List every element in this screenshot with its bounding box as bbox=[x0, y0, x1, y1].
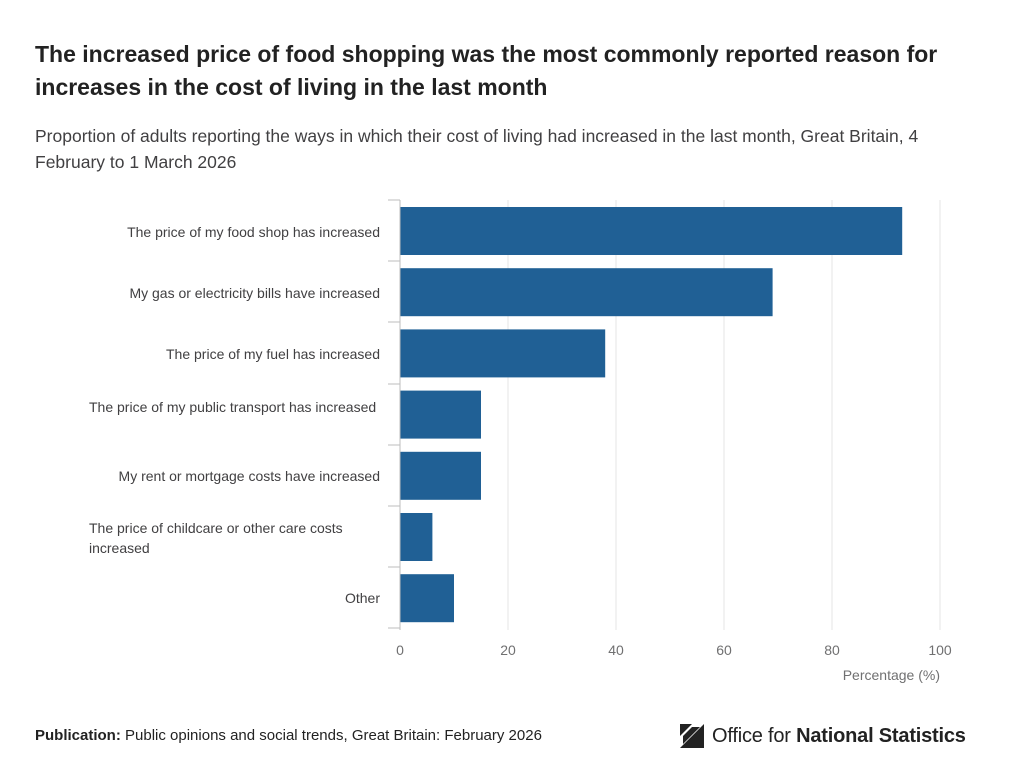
logo-name: National Statistics bbox=[796, 724, 966, 747]
chart-title: The increased price of food shopping was… bbox=[35, 41, 938, 100]
bar bbox=[400, 329, 606, 378]
bar bbox=[400, 574, 454, 623]
x-tick-label: 60 bbox=[716, 642, 732, 658]
publication-footer: Publication: Public opinions and social … bbox=[35, 727, 542, 744]
category-label: The price of my fuel has increased bbox=[166, 346, 380, 362]
x-tick-label: 20 bbox=[500, 642, 516, 658]
axis bbox=[388, 199, 401, 630]
x-tick-label: 40 bbox=[608, 642, 624, 658]
category-label: My rent or mortgage costs have increased bbox=[118, 468, 380, 484]
chart-subtitle: Proportion of adults reporting the ways … bbox=[35, 126, 919, 172]
publication-label: Publication: bbox=[35, 727, 121, 744]
x-axis-title: Percentage (%) bbox=[842, 667, 940, 683]
bar bbox=[400, 268, 773, 317]
ons-logo-icon bbox=[680, 724, 704, 748]
category-label: The price of my food shop has increased bbox=[127, 224, 380, 240]
x-tick-label: 0 bbox=[396, 642, 404, 658]
logo-prefix: Office for bbox=[712, 724, 791, 747]
category-label: My gas or electricity bills have increas… bbox=[129, 285, 380, 301]
publication-text: Public opinions and social trends, Great… bbox=[125, 727, 542, 744]
gridlines bbox=[507, 200, 941, 630]
x-tick-label: 100 bbox=[928, 642, 952, 658]
bars bbox=[400, 207, 903, 623]
bar bbox=[400, 451, 481, 500]
bar bbox=[400, 390, 481, 439]
bar bbox=[400, 513, 433, 561]
bar bbox=[400, 207, 903, 255]
category-label: The price of childcare or other care cos… bbox=[89, 520, 343, 556]
category-label: The price of my public transport has inc… bbox=[89, 399, 377, 415]
ons-logo: Office for National Statistics bbox=[678, 722, 966, 750]
x-tick-labels: 0 20 40 60 80 100 bbox=[396, 642, 952, 658]
category-label: Other bbox=[344, 590, 380, 606]
x-tick-label: 80 bbox=[824, 642, 840, 658]
